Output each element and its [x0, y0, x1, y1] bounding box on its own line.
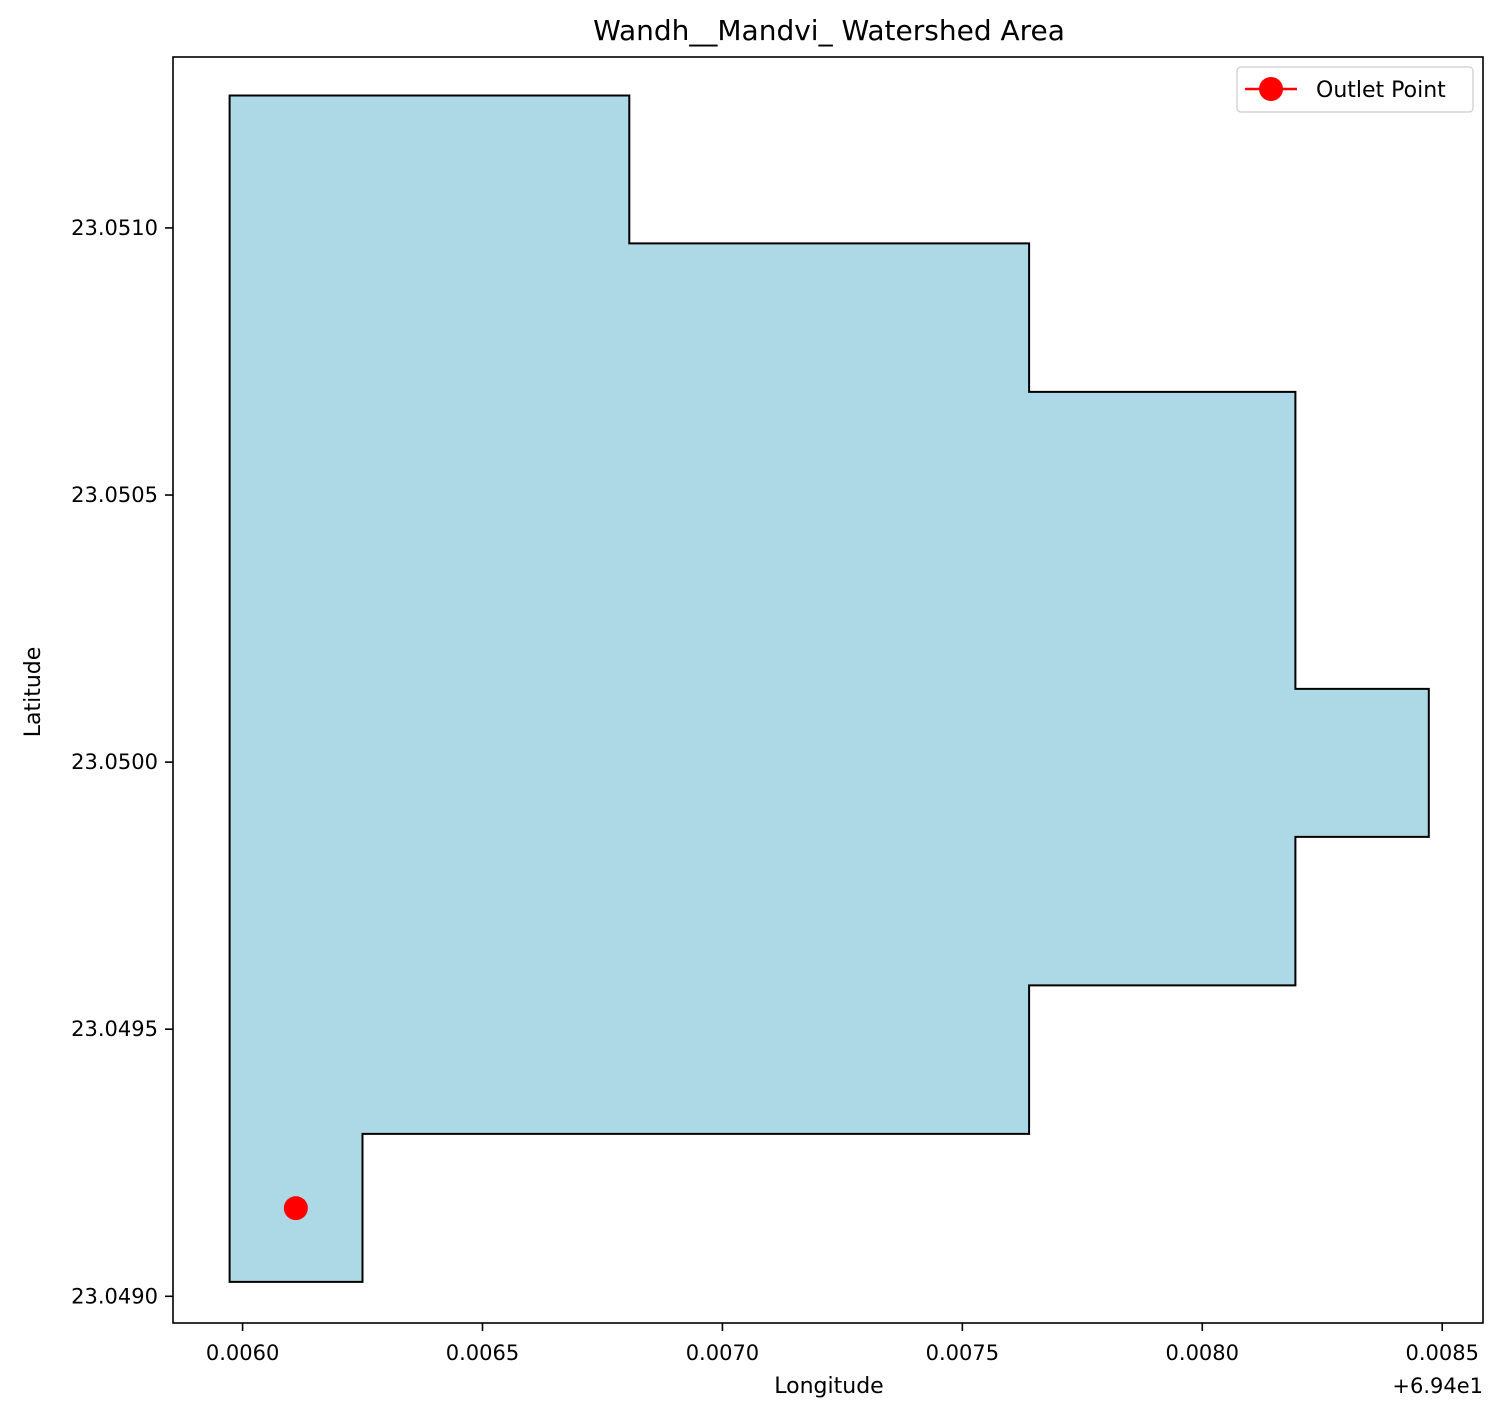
x-axis-label: Longitude: [774, 1374, 883, 1399]
y-tick-label: 23.0505: [71, 483, 158, 507]
chart-title: Wandh__Mandvi_ Watershed Area: [593, 14, 1065, 47]
watershed-polygon: [228, 94, 1430, 1283]
x-tick-label: 0.0060: [206, 1341, 279, 1365]
legend-marker: [1259, 77, 1283, 101]
x-tick-label: 0.0085: [1405, 1341, 1478, 1365]
legend: Outlet Point: [1236, 66, 1474, 113]
outlet-point-marker: [283, 1196, 308, 1221]
x-axis: 0.0060 0.0065 0.0070 0.0075 0.0080 0.0085: [206, 1323, 1479, 1365]
x-tick-label: 0.0070: [686, 1341, 759, 1365]
y-tick-label: 23.0495: [71, 1017, 158, 1041]
plot-area: [228, 94, 1430, 1283]
y-tick-label: 23.0500: [71, 750, 158, 774]
x-tick-label: 0.0065: [446, 1341, 519, 1365]
x-tick-label: 0.0075: [926, 1341, 999, 1365]
y-tick-label: 23.0490: [71, 1284, 158, 1308]
x-offset-label: +6.94e1: [1392, 1374, 1483, 1398]
y-axis: 23.0490 23.0495 23.0500 23.0505 23.0510: [71, 216, 173, 1308]
legend-label: Outlet Point: [1316, 78, 1446, 103]
x-tick-label: 0.0080: [1166, 1341, 1239, 1365]
axes-frame: [172, 56, 1484, 1324]
legend-box: [1236, 66, 1474, 113]
y-axis-label: Latitude: [21, 647, 46, 738]
y-tick-label: 23.0510: [71, 216, 158, 240]
